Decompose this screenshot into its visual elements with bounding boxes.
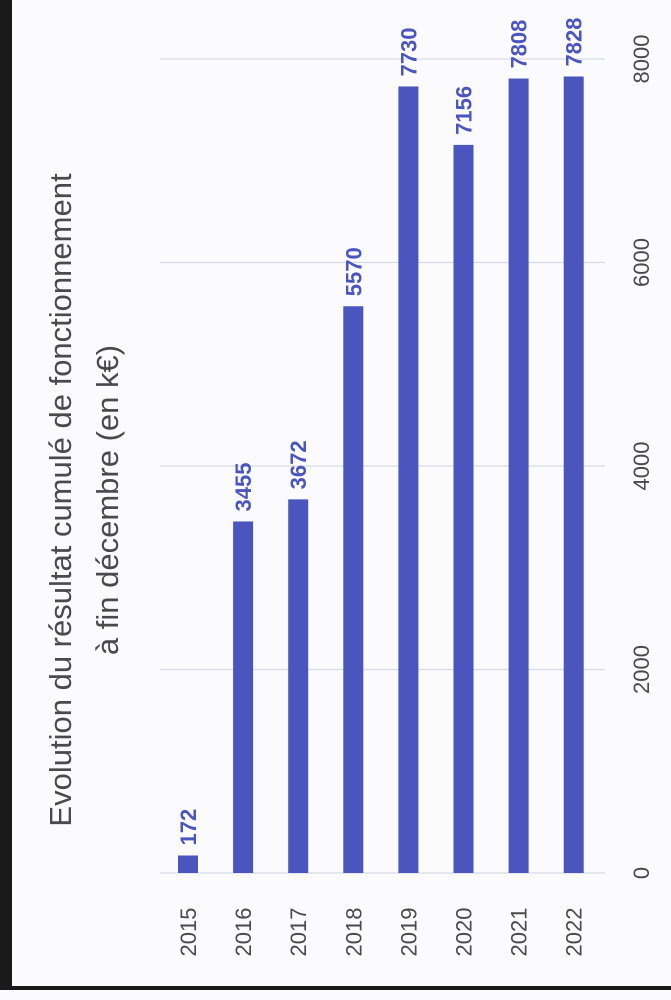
bar-value-label: 7156 bbox=[452, 86, 477, 135]
category-label: 2021 bbox=[507, 908, 532, 957]
category-label: 2020 bbox=[452, 908, 477, 957]
bar bbox=[343, 306, 364, 873]
bar-value-label: 3672 bbox=[286, 440, 311, 489]
tick-label: 4000 bbox=[629, 442, 654, 491]
chart-title-line-1: Evolution du résultat cumulé de fonction… bbox=[43, 173, 78, 827]
page-border-left bbox=[0, 0, 12, 990]
category-labels: 2015 2016 2017 2018 2019 2020 2021 2022 bbox=[176, 908, 587, 957]
bar bbox=[398, 86, 419, 873]
bar-value-label: 5570 bbox=[341, 247, 366, 296]
bar bbox=[178, 855, 198, 873]
category-label: 2016 bbox=[231, 908, 256, 957]
chart-title-line-2: à fin décembre (en k€) bbox=[90, 345, 125, 655]
page-border-bottom bbox=[0, 986, 671, 990]
bars bbox=[178, 76, 584, 874]
bar bbox=[453, 144, 474, 873]
tick-label: 2000 bbox=[629, 645, 654, 694]
tick-label: 0 bbox=[629, 867, 654, 879]
category-label: 2022 bbox=[562, 908, 587, 957]
category-label: 2017 bbox=[286, 908, 311, 957]
tick-label: 8000 bbox=[629, 35, 654, 84]
tick-label: 6000 bbox=[629, 238, 654, 287]
bar bbox=[288, 499, 309, 873]
bar bbox=[563, 76, 584, 874]
bar-value-label: 7730 bbox=[396, 28, 421, 77]
bar-value-label: 172 bbox=[176, 809, 201, 846]
category-label: 2015 bbox=[176, 908, 201, 957]
bar-value-label: 3455 bbox=[231, 463, 256, 512]
bar-value-label: 7828 bbox=[562, 18, 587, 67]
category-label: 2019 bbox=[396, 908, 421, 957]
value-labels: 172 3455 3672 5570 7730 7156 7808 7828 bbox=[176, 18, 587, 846]
grid-lines bbox=[160, 58, 605, 874]
bar-value-label: 7808 bbox=[507, 20, 532, 69]
tick-labels: 0 2000 4000 6000 8000 bbox=[629, 35, 654, 880]
bar bbox=[233, 521, 254, 873]
bar bbox=[508, 78, 529, 873]
category-label: 2018 bbox=[341, 908, 366, 957]
